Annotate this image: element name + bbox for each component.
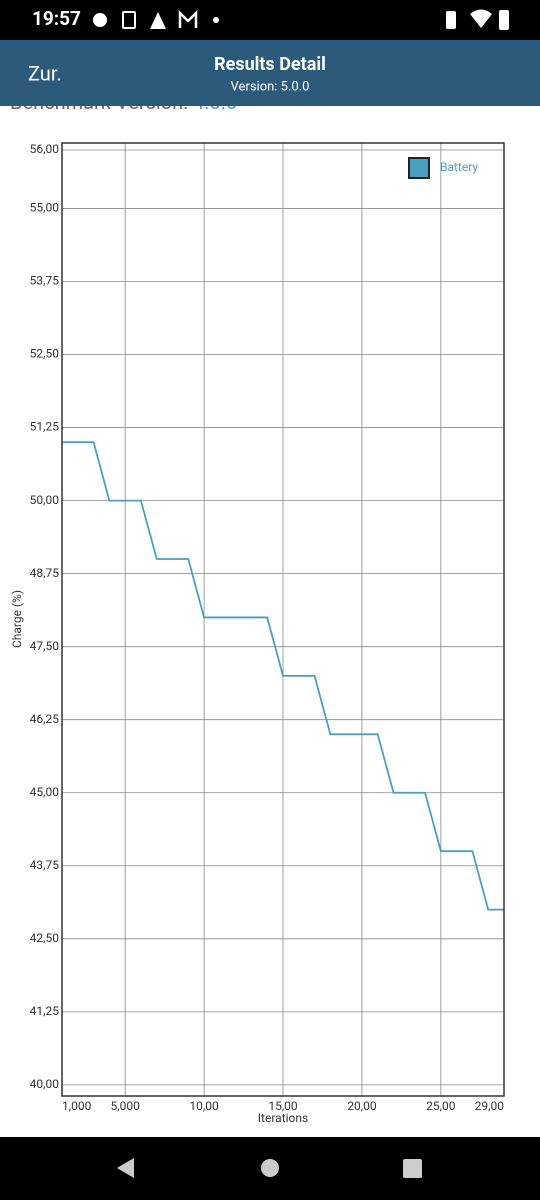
y-tick-label: 46,25	[30, 712, 60, 726]
y-tick-label: 53,75	[30, 274, 60, 288]
x-tick-label: 20,00	[347, 1099, 377, 1113]
y-tick-label: 55,00	[30, 201, 60, 215]
nav-recents[interactable]	[403, 1159, 422, 1178]
wifi-icon	[470, 9, 492, 28]
y-tick-label: 40,00	[30, 1077, 60, 1091]
app-icon	[150, 12, 166, 29]
back-button[interactable]: Zur.	[28, 61, 62, 85]
vibrate-icon	[446, 11, 456, 29]
y-axis-label: Charge (%)	[10, 590, 24, 648]
mail-icon	[178, 9, 198, 28]
y-tick-label: 50,00	[30, 493, 60, 507]
x-tick-label: 1,000	[62, 1099, 92, 1113]
nav-back[interactable]	[117, 1158, 134, 1178]
y-tick-label: 51,25	[30, 420, 60, 434]
nav-home[interactable]	[261, 1159, 279, 1177]
sim-icon	[122, 11, 136, 29]
y-tick-label: 43,75	[30, 858, 60, 872]
x-tick-label: 29,00	[475, 1099, 505, 1113]
header-subtitle: Version: 5.0.0	[231, 79, 310, 94]
x-tick-label: 5,000	[110, 1099, 140, 1113]
x-axis-label: Iterations	[258, 1111, 308, 1125]
y-tick-label: 56,00	[30, 142, 60, 156]
x-tick-label: 15,00	[268, 1099, 298, 1113]
y-tick-label: 47,50	[30, 639, 60, 653]
y-tick-label: 42,50	[30, 931, 60, 945]
dot-icon	[213, 17, 219, 23]
y-tick-label: 48,75	[30, 566, 60, 580]
data-line	[62, 441, 504, 911]
settings-icon	[93, 13, 107, 27]
app-header	[0, 40, 540, 106]
y-tick-label: 41,25	[30, 1004, 60, 1018]
legend-swatch	[408, 157, 430, 179]
y-tick-label: 52,50	[30, 347, 60, 361]
header-title: Results Detail	[214, 54, 326, 75]
status-time: 19:57	[32, 7, 81, 30]
plot-border	[61, 142, 505, 1097]
y-tick-label: 45,00	[30, 785, 60, 799]
x-tick-label: 25,00	[426, 1099, 456, 1113]
battery-icon	[499, 10, 509, 30]
status-bar	[0, 0, 540, 40]
x-tick-label: 10,00	[189, 1099, 219, 1113]
legend-label: Battery	[440, 160, 478, 174]
